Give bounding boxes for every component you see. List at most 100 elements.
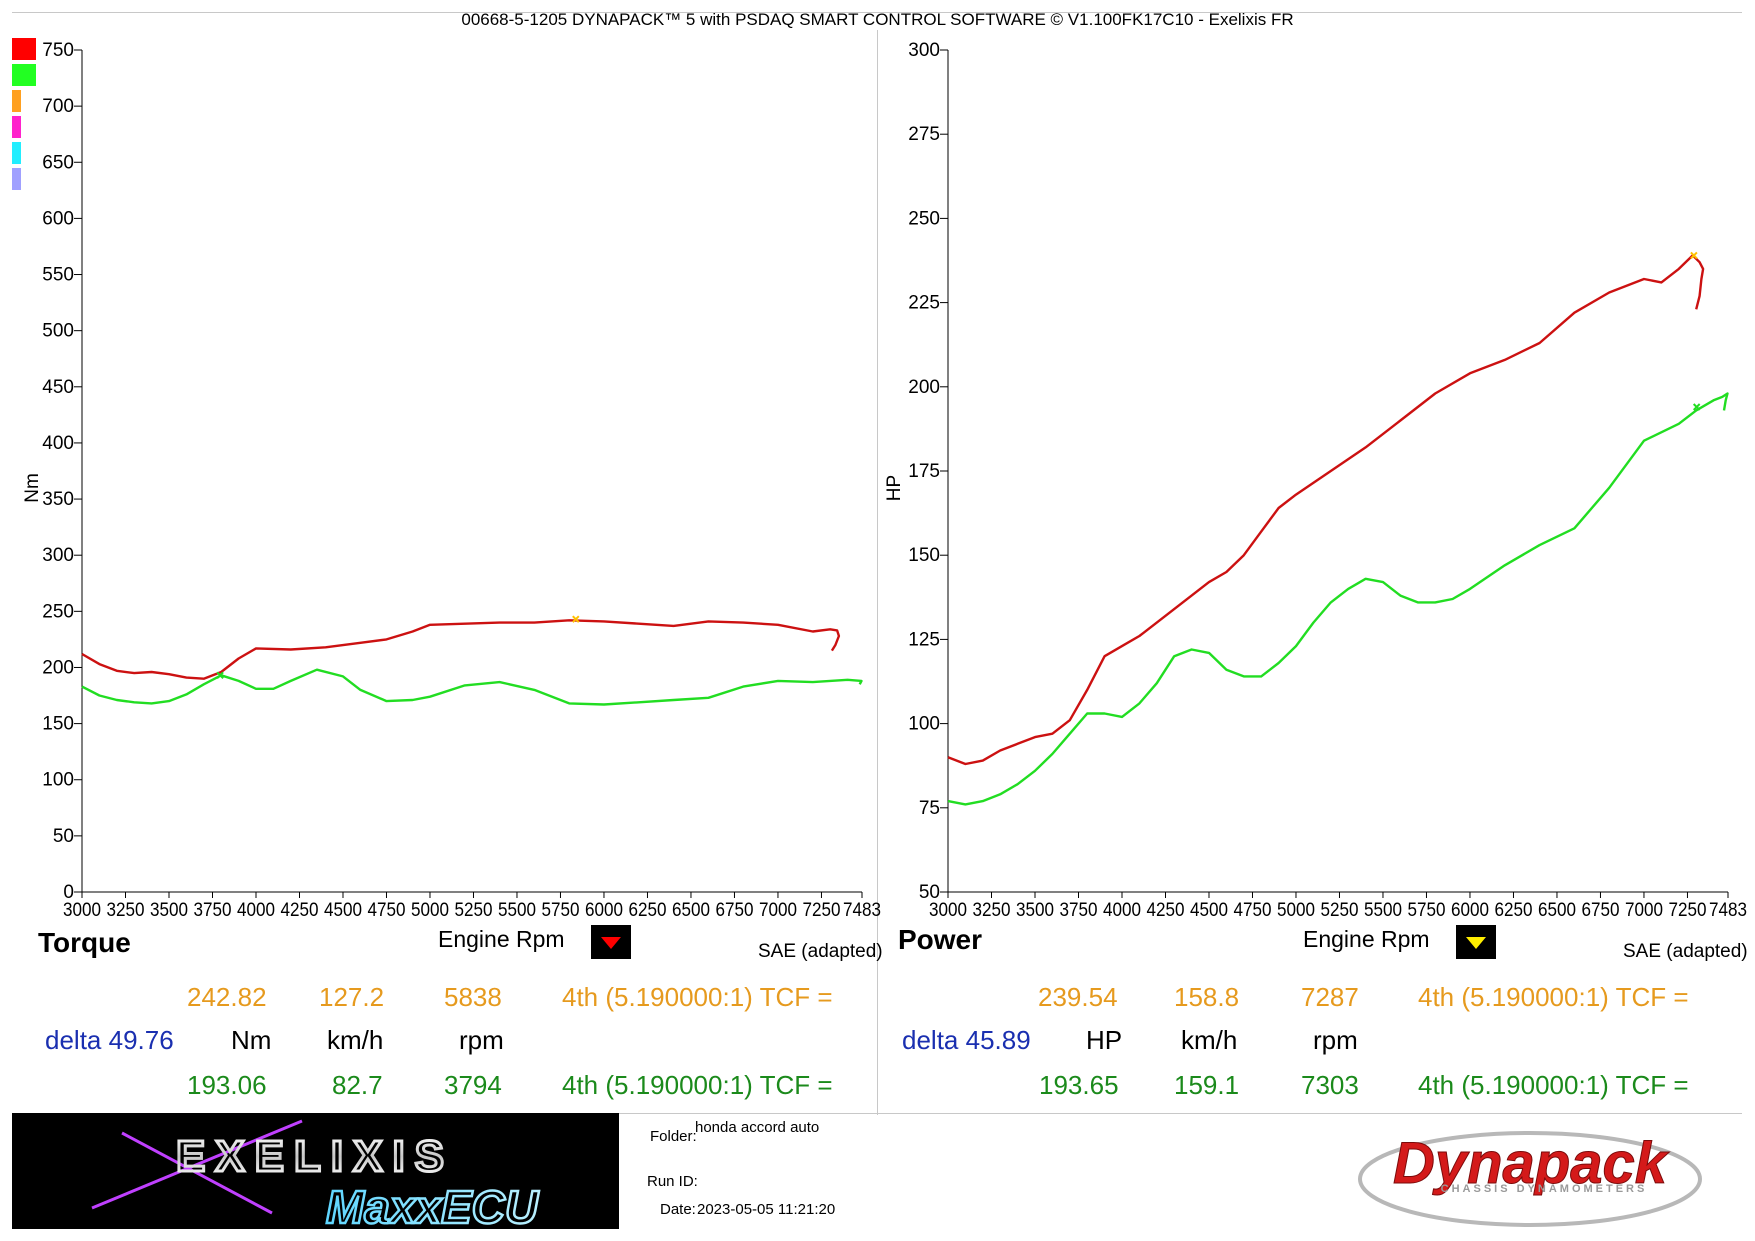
torque-y-tick-label: 750 [42, 40, 74, 61]
power-series-1-marker [1692, 403, 1701, 411]
torque-row1-rpm: 5838 [444, 982, 502, 1012]
legend-swatch-lavender[interactable] [12, 168, 21, 190]
maxxecu-wordmark: MaxxECU [326, 1181, 540, 1229]
torque-y-tick-label: 500 [42, 321, 74, 342]
power-marker-button[interactable] [1456, 925, 1496, 959]
top-divider [12, 12, 1742, 13]
torque-series-0-marker [572, 615, 580, 623]
power-y-tick-label: 50 [919, 882, 940, 903]
torque-unit-value: Nm [231, 1025, 272, 1055]
power-x-tick-label: 3750 [1059, 900, 1097, 921]
power-y-tick-label: 100 [908, 714, 940, 735]
power-correction: SAE (adapted) [1623, 941, 1748, 962]
power-x-tick-label: 3500 [1016, 900, 1054, 921]
torque-y-tick-label: 550 [42, 265, 74, 286]
bottom-divider [12, 1113, 1742, 1114]
power-title: Power [898, 924, 983, 955]
exelixis-wordmark: EXELIXIS [176, 1132, 454, 1181]
power-x-tick-label: 4250 [1146, 900, 1184, 921]
torque-y-tick-label: 600 [42, 208, 74, 229]
torque-y-tick-label: 650 [42, 152, 74, 173]
legend [12, 38, 42, 194]
run-id-label: Run ID: [647, 1173, 698, 1190]
torque-x-tick-label: 5500 [498, 900, 536, 921]
date-value: 2023-05-05 11:21:20 [697, 1201, 836, 1218]
dynapack-logo-graphic: Dynapack CHASSIS DYNAMOMETERS [1358, 1131, 1702, 1227]
torque-y-tick-label: 250 [42, 601, 74, 622]
torque-x-tick-label: 7483 [843, 900, 881, 921]
power-row1-gear: 4th (5.190000:1) TCF = [1418, 982, 1689, 1012]
power-series-0-line [947, 254, 1705, 766]
torque-marker-icon [601, 937, 621, 949]
power-x-tick-label: 5500 [1364, 900, 1402, 921]
power-chart: 50 75 100 125 150 175 200 225 250 275 300 3000 3250 3… [884, 40, 1747, 921]
torque-x-tick-label: 3500 [150, 900, 188, 921]
torque-y-tick-label: 150 [42, 714, 74, 735]
torque-x-tick-label: 7250 [802, 900, 840, 921]
torque-y-tick-label: 350 [42, 489, 74, 510]
torque-y-tick-label: 50 [53, 826, 74, 847]
torque-row2-rpm: 3794 [444, 1070, 502, 1100]
power-y-tick-label: 300 [908, 40, 940, 61]
dynapack-logo: Dynapack CHASSIS DYNAMOMETERS [1330, 1115, 1730, 1235]
folder-value: honda accord auto [695, 1119, 820, 1136]
torque-x-tick-label: 6250 [628, 900, 666, 921]
panel-divider [877, 30, 878, 1115]
power-y-tick-label: 225 [908, 293, 940, 314]
torque-marker-button[interactable] [591, 925, 631, 959]
legend-swatch-orange[interactable] [12, 90, 21, 112]
date-label: Date: [660, 1201, 696, 1218]
torque-row2-speed: 82.7 [332, 1070, 383, 1100]
folder-label: Folder: [650, 1128, 697, 1145]
torque-series-1-marker [216, 671, 224, 680]
torque-x-tick-label: 6000 [585, 900, 623, 921]
torque-y-tick-label: 0 [63, 882, 74, 903]
power-x-tick-label: 6250 [1494, 900, 1532, 921]
dynapack-wordmark: Dynapack [1393, 1131, 1670, 1196]
legend-swatch-green[interactable] [12, 64, 36, 86]
torque-unit-rpm: rpm [459, 1025, 504, 1055]
power-x-tick-label: 6500 [1538, 900, 1576, 921]
torque-x-tick-label: 4750 [367, 900, 405, 921]
power-unit-value: HP [1086, 1025, 1123, 1055]
torque-x-tick-label: 3750 [193, 900, 231, 921]
exelixis-logo-graphic: EXELIXIS MaxxECU [91, 1119, 541, 1229]
torque-x-tick-label: 5750 [541, 900, 579, 921]
torque-title: Torque [38, 927, 131, 958]
power-y-tick-label: 250 [908, 208, 940, 229]
torque-y-axis-title: Nm [22, 473, 43, 503]
torque-x-tick-label: 3000 [63, 900, 101, 921]
torque-correction: SAE (adapted) [758, 941, 883, 962]
torque-x-tick-label: 7000 [759, 900, 797, 921]
torque-x-tick-label: 6500 [672, 900, 710, 921]
legend-swatch-magenta[interactable] [12, 116, 21, 138]
power-row2-value: 193.65 [1039, 1070, 1119, 1100]
power-y-tick-label: 125 [908, 629, 940, 650]
torque-delta: delta 49.76 [45, 1025, 174, 1055]
power-unit-rpm: rpm [1313, 1025, 1358, 1055]
power-x-tick-label: 5750 [1407, 900, 1445, 921]
power-x-tick-label: 5250 [1320, 900, 1358, 921]
torque-x-tick-label: 5250 [454, 900, 492, 921]
torque-y-tick-label: 700 [42, 96, 74, 117]
power-row2-rpm: 7303 [1301, 1070, 1359, 1100]
power-x-tick-label: 3250 [972, 900, 1010, 921]
torque-xlabel: Engine Rpm [438, 926, 565, 952]
power-y-tick-label: 175 [908, 461, 940, 482]
power-x-tick-label: 3000 [929, 900, 967, 921]
torque-chart: 0 50 100 150 200 250 300 350 400 450 500 550 600 650 7… [22, 40, 881, 921]
power-series-1-line [947, 392, 1729, 806]
dyno-charts: 0 50 100 150 200 250 300 350 400 450 500 550 600 650 7… [22, 40, 1747, 921]
power-unit-speed: km/h [1181, 1025, 1238, 1055]
legend-swatch-cyan[interactable] [12, 142, 21, 164]
torque-row1-speed: 127.2 [319, 982, 385, 1012]
header-title: 00668-5-1205 DYNAPACK™ 5 with PSDAQ SMAR… [461, 10, 1294, 29]
power-x-tick-label: 6750 [1581, 900, 1619, 921]
legend-swatch-red[interactable] [12, 38, 36, 60]
power-marker-icon [1466, 937, 1486, 949]
torque-x-tick-label: 3250 [106, 900, 144, 921]
exelixis-maxxecu-logo: EXELIXIS MaxxECU [12, 1113, 619, 1229]
torque-y-tick-label: 100 [42, 770, 74, 791]
torque-row1-value: 242.82 [187, 982, 267, 1012]
power-x-tick-label: 4750 [1233, 900, 1271, 921]
